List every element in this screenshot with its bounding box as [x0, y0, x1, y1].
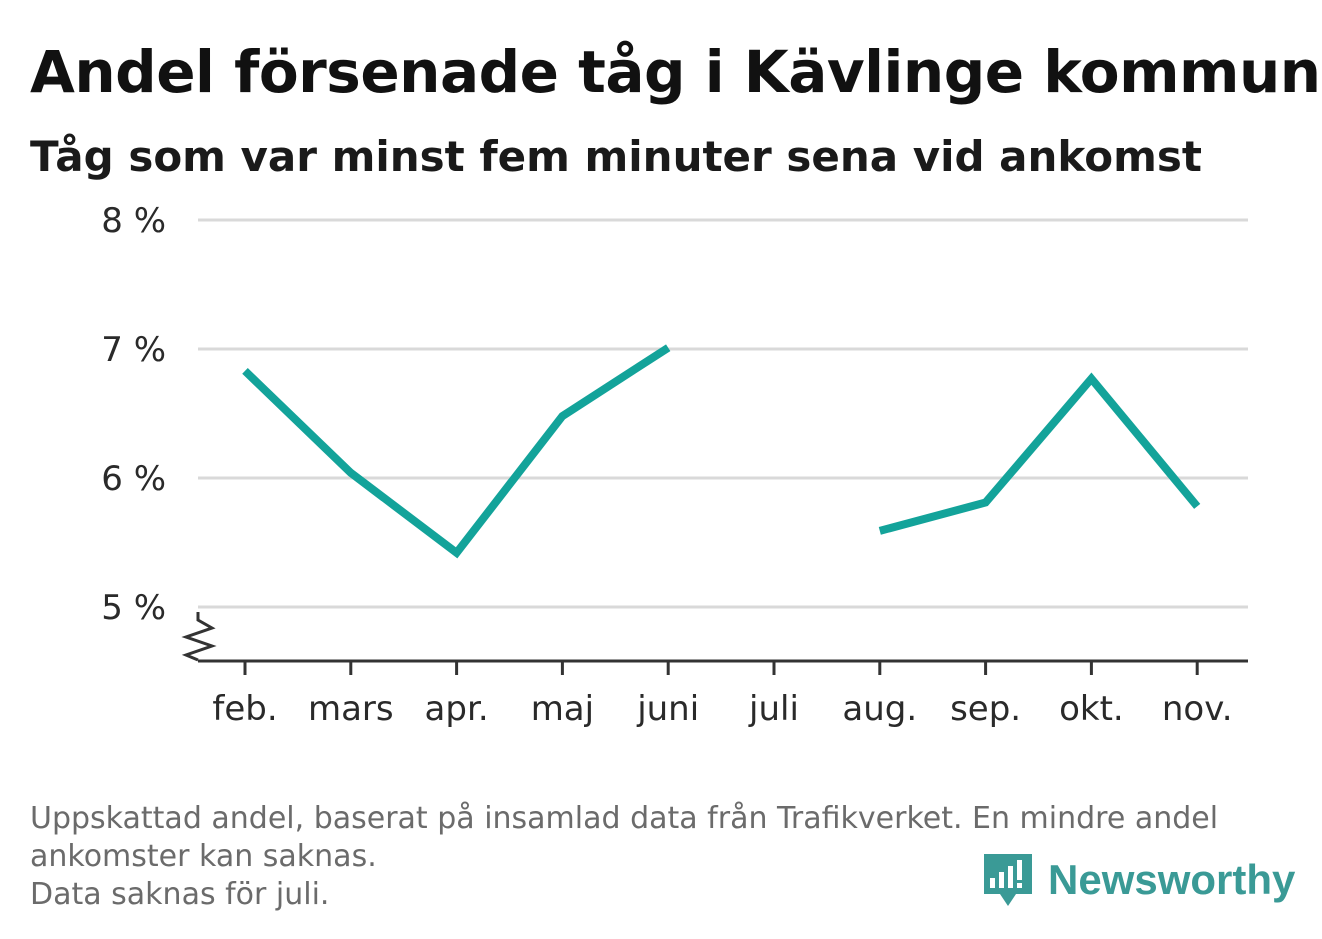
- footnote: Uppskattad andel, baserat på insamlad da…: [30, 800, 1290, 914]
- footnote-line: Uppskattad andel, baserat på insamlad da…: [30, 801, 1219, 874]
- x-tick-labels: feb. mars apr. maj juni juli aug. sep. okt. nov.: [212, 689, 1232, 729]
- newsworthy-logo[interactable]: Newsworthy: [980, 850, 1295, 910]
- chart-subtitle: Tåg som var minst fem minuter sena vid a…: [30, 132, 1202, 181]
- y-tick-label: 6 %: [101, 459, 166, 499]
- y-tick-labels: 5 % 6 % 7 % 8 %: [101, 201, 166, 628]
- x-tick-label: sep.: [950, 689, 1021, 729]
- x-axis: [181, 612, 1248, 675]
- series-line-segment: [878, 372, 1201, 535]
- x-tick-label: aug.: [842, 689, 917, 729]
- gridlines: [198, 218, 1248, 609]
- x-tick-label: mars: [308, 689, 394, 729]
- logo-text: Newsworthy: [1048, 856, 1296, 903]
- x-tick-label: juli: [748, 689, 799, 729]
- series-line: [242, 344, 1201, 559]
- x-tick-label: juni: [636, 689, 699, 729]
- footnote-line: Data saknas för juli.: [30, 877, 330, 912]
- y-tick-label: 7 %: [101, 330, 166, 370]
- y-tick-label: 5 %: [101, 588, 166, 628]
- x-tick-label: okt.: [1059, 689, 1124, 729]
- newsworthy-logo-icon: [984, 854, 1032, 906]
- y-tick-label: 8 %: [101, 201, 166, 241]
- axis-break-icon: [181, 612, 217, 662]
- x-tick-label: feb.: [212, 689, 277, 729]
- series-line-segment: [242, 344, 671, 559]
- chart-title: Andel försenade tåg i Kävlinge kommun: [30, 38, 1321, 106]
- x-tick-label: apr.: [425, 689, 489, 729]
- x-tick-label: maj: [531, 689, 594, 729]
- x-tick-label: nov.: [1162, 689, 1233, 729]
- line-chart: 5 % 6 % 7 % 8 % feb. mars apr. maj juni juli aug.…: [101, 201, 1248, 729]
